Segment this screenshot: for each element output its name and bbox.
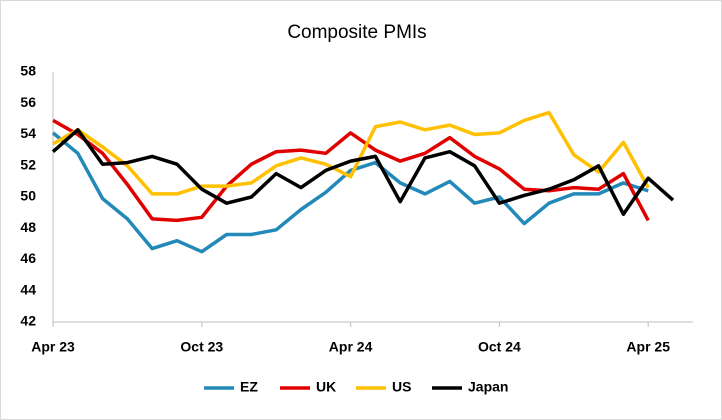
legend-label: EZ [240, 379, 258, 395]
legend-label: US [392, 379, 411, 395]
x-tick-label: Apr 23 [31, 339, 75, 355]
y-tick-label: 46 [20, 250, 36, 266]
series-line [52, 110, 650, 196]
y-tick-label: 44 [20, 281, 36, 297]
y-tick-label: 52 [20, 156, 36, 172]
y-tick-label: 54 [20, 125, 36, 141]
series-line [51, 128, 675, 216]
series-line [51, 131, 649, 254]
legend-label: UK [316, 379, 336, 395]
y-tick-label: 48 [20, 219, 36, 235]
x-tick-label: Oct 24 [478, 339, 521, 355]
y-tick-label: 50 [20, 188, 36, 204]
y-tick-label: 42 [20, 313, 36, 329]
y-tick-label: 58 [20, 63, 36, 79]
legend-label: Japan [468, 379, 508, 395]
x-tick-label: Apr 25 [626, 339, 670, 355]
x-tick-label: Oct 23 [180, 339, 223, 355]
x-tick-label: Apr 24 [329, 339, 373, 355]
chart-title: Composite PMIs [287, 22, 426, 43]
y-tick-label: 56 [20, 94, 36, 110]
